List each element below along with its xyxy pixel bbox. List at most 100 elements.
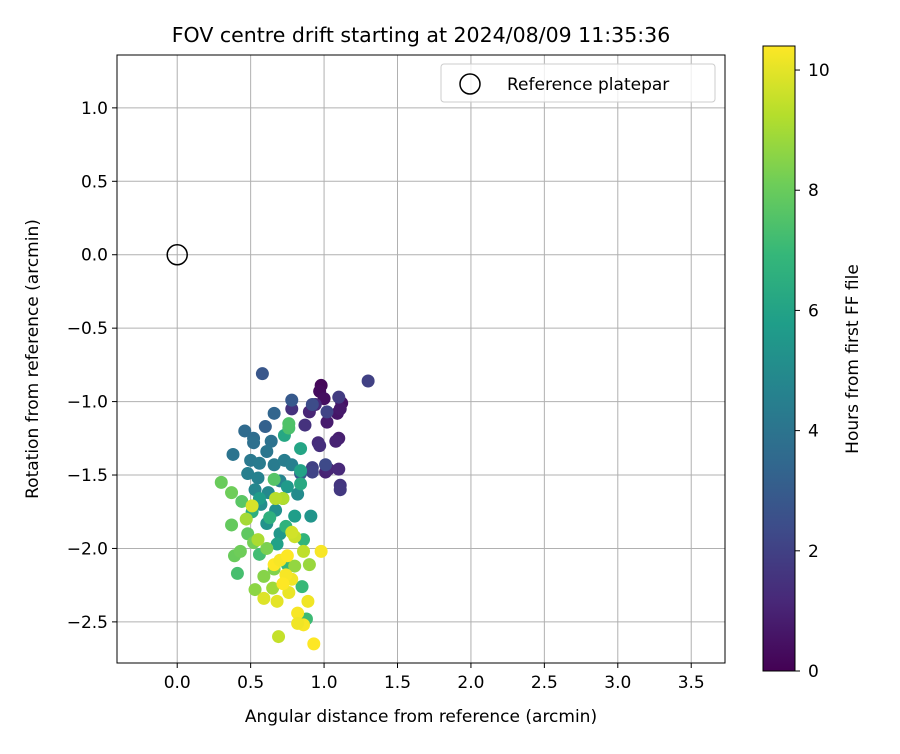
x-tick-label: 1.5 (384, 673, 411, 693)
data-point (241, 467, 255, 481)
data-point (255, 367, 269, 381)
y-tick-label: −2.5 (67, 613, 108, 633)
data-point (230, 566, 244, 580)
colorbar-label: Hours from first FF file (843, 264, 863, 454)
colorbar (762, 45, 796, 672)
data-point (257, 569, 271, 583)
y-tick-label: 1.0 (81, 99, 108, 119)
data-point (270, 594, 284, 608)
data-point (288, 509, 302, 523)
data-points (214, 367, 375, 651)
data-point (304, 509, 318, 523)
data-point (267, 406, 281, 420)
data-point (257, 591, 271, 605)
data-point (214, 475, 228, 489)
data-point (320, 415, 334, 429)
data-point (361, 374, 375, 388)
data-point (298, 418, 312, 432)
data-point (266, 581, 280, 595)
y-axis-label: Rotation from reference (arcmin) (23, 219, 43, 499)
data-point (264, 434, 278, 448)
data-point (282, 417, 296, 431)
y-tick-label: −0.5 (67, 319, 108, 339)
data-point (302, 558, 316, 572)
x-tick-label: 3.0 (604, 673, 631, 693)
data-point (285, 393, 299, 407)
data-point (319, 458, 333, 472)
data-point (314, 544, 328, 558)
legend-box (440, 63, 716, 103)
colorbar-tick-label: 2 (808, 542, 819, 562)
data-point (291, 606, 305, 620)
x-tick-label: 0.0 (164, 673, 191, 693)
data-point (297, 544, 311, 558)
chart-title: FOV centre drift starting at 2024/08/09 … (172, 23, 671, 47)
x-axis-ticks: 0.0 0.5 1.0 1.5 2.0 2.5 3.0 3.5 (164, 663, 705, 693)
data-point (260, 541, 274, 555)
data-point (251, 533, 265, 547)
data-point (291, 616, 305, 630)
data-point (260, 445, 274, 459)
legend-marker-icon (459, 73, 481, 95)
x-tick-label: 3.5 (678, 673, 705, 693)
grid-lines (117, 55, 725, 663)
data-point (251, 471, 265, 485)
data-point (233, 544, 247, 558)
data-point (295, 580, 309, 594)
data-point (301, 594, 315, 608)
x-tick-label: 2.0 (457, 673, 484, 693)
data-point (269, 492, 283, 506)
data-point (248, 583, 262, 597)
data-point (332, 390, 346, 404)
data-point (235, 494, 249, 508)
y-tick-label: 0.0 (81, 246, 108, 266)
data-point (332, 462, 346, 476)
data-point (294, 477, 308, 491)
x-tick-label: 1.0 (311, 673, 338, 693)
x-axis-label: Angular distance from reference (arcmin) (245, 707, 597, 727)
y-axis-ticks: 1.0 0.5 0.0 −0.5 −1.0 −1.5 −2.0 −2.5 (67, 99, 117, 633)
data-point (320, 405, 334, 419)
colorbar-tick-label: 8 (808, 181, 819, 201)
y-tick-label: 0.5 (81, 172, 108, 192)
y-tick-label: −1.5 (67, 466, 108, 486)
y-tick-label: −1.0 (67, 393, 108, 413)
data-point (333, 402, 347, 416)
data-point (247, 436, 261, 450)
data-point (270, 537, 284, 551)
data-point (313, 439, 327, 453)
data-point (305, 465, 319, 479)
data-point (252, 456, 266, 470)
x-tick-label: 0.5 (237, 673, 264, 693)
data-point (225, 518, 239, 532)
plot-frame (116, 54, 726, 664)
y-tick-label: −2.0 (67, 539, 108, 559)
data-point (272, 630, 286, 644)
data-point (245, 499, 259, 513)
colorbar-ticks: 0 2 4 6 8 10 (795, 61, 830, 682)
reference-marker (166, 243, 188, 266)
data-point (333, 483, 347, 497)
data-point (238, 424, 252, 438)
data-point (285, 525, 299, 539)
colorbar-tick-label: 6 (808, 301, 819, 321)
data-point (276, 577, 290, 591)
data-point (267, 472, 281, 486)
legend: Reference platepar (440, 63, 716, 103)
x-tick-label: 2.5 (531, 673, 558, 693)
data-point (307, 637, 321, 651)
data-point (305, 398, 319, 412)
data-point (294, 442, 308, 456)
data-point (263, 511, 277, 525)
data-point (294, 464, 308, 478)
data-point (291, 487, 305, 501)
data-point (225, 486, 239, 500)
colorbar-tick-label: 4 (808, 422, 819, 442)
legend-label: Reference platepar (507, 75, 669, 95)
data-point (258, 420, 272, 434)
data-point (267, 458, 281, 472)
data-point (288, 559, 302, 573)
reference-point (166, 243, 188, 266)
data-point (280, 480, 294, 494)
